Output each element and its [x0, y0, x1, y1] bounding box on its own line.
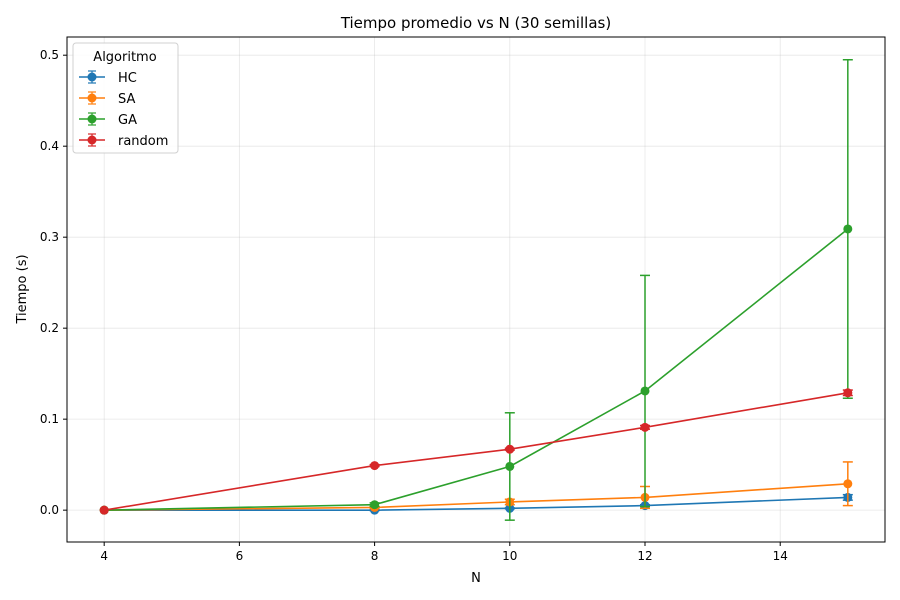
y-tick-label: 0.2	[40, 321, 59, 335]
grid	[67, 37, 885, 542]
legend-box	[72, 42, 179, 154]
legend-item-SA: SA	[79, 91, 135, 107]
x-tick-label: 4	[100, 549, 108, 563]
y-tick-label: 0.3	[40, 230, 59, 244]
legend-item-random: random	[79, 133, 168, 149]
y-tick-label: 0.1	[40, 412, 59, 426]
data-point	[505, 444, 515, 454]
x-tick-label: 14	[773, 549, 788, 563]
legend-marker	[87, 93, 97, 103]
data-point	[640, 386, 650, 396]
axes-frame	[66, 36, 886, 543]
x-axis-label: N	[471, 571, 481, 586]
series-random	[99, 388, 853, 515]
legend-item-GA: GA	[79, 112, 137, 128]
x-tick-label: 12	[637, 549, 652, 563]
y-tick-label: 0.4	[40, 139, 59, 153]
legend-marker	[87, 114, 97, 124]
data-point	[99, 505, 109, 515]
legend-label: SA	[118, 92, 135, 107]
legend-label: HC	[118, 71, 137, 86]
legend-title: Algoritmo	[93, 50, 156, 65]
data-point	[843, 479, 853, 489]
x-tick-label: 8	[371, 549, 379, 563]
y-axis-label: Tiempo (s)	[15, 254, 30, 324]
legend-label: GA	[118, 113, 137, 128]
data-point	[370, 500, 380, 510]
data-point	[640, 422, 650, 432]
x-tick-label: 10	[502, 549, 517, 563]
axis-ticks: 4 6 8 10 12 14 0.0 0.1 0.2 0.3 0.4 0.5	[40, 48, 788, 563]
legend-marker	[87, 72, 97, 82]
data-point	[843, 224, 853, 234]
x-tick-label: 6	[236, 549, 244, 563]
data-point	[505, 461, 515, 471]
chart-title: Tiempo promedio vs N (30 semillas)	[340, 14, 611, 32]
data-point	[843, 388, 853, 398]
legend-marker	[87, 135, 97, 145]
legend-item-HC: HC	[79, 70, 137, 86]
legend-label: random	[118, 134, 168, 149]
series-GA	[99, 58, 853, 521]
data-point	[370, 461, 380, 471]
y-tick-label: 0.5	[40, 48, 59, 62]
y-tick-label: 0.0	[40, 503, 59, 517]
legend: Algoritmo HC SA GA random	[72, 42, 179, 154]
plot-area	[99, 58, 853, 521]
